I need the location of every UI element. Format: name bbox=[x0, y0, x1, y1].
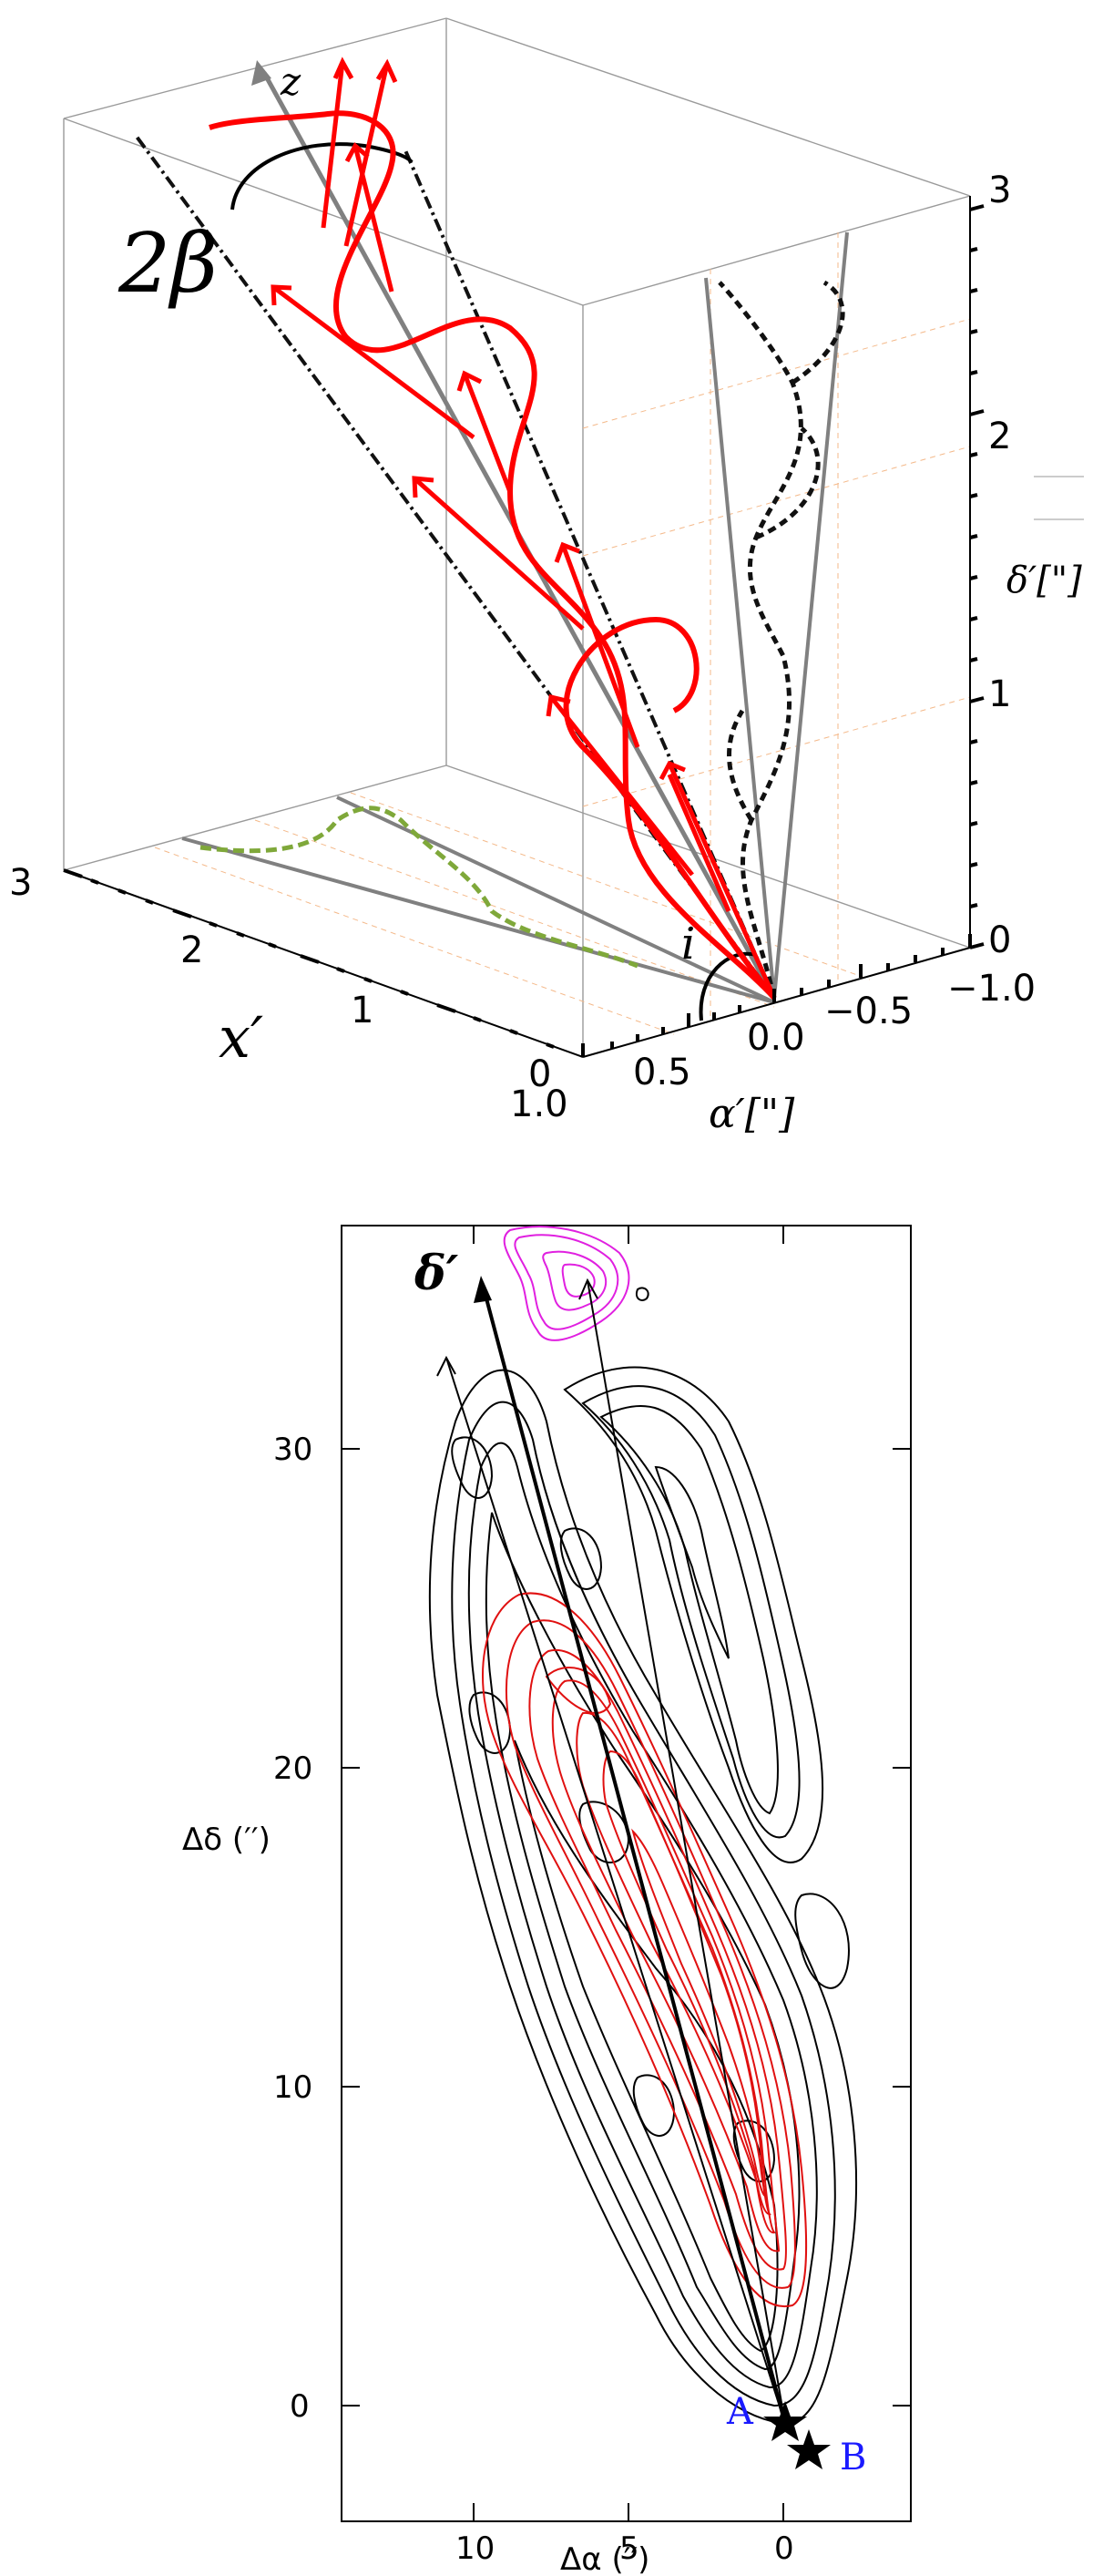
delta-axis-ticks bbox=[969, 196, 985, 949]
svg-text:0: 0 bbox=[528, 1053, 551, 1095]
red-contours bbox=[482, 1592, 808, 2308]
source-markers: A B bbox=[726, 2391, 866, 2479]
opening-angle-label: 2β bbox=[117, 216, 218, 312]
velocity-arrows bbox=[271, 56, 777, 1000]
x-axis-ticks bbox=[63, 868, 584, 1058]
axis-ticks bbox=[342, 1226, 911, 2521]
helical-jet-path bbox=[209, 110, 777, 1001]
delta-axis-tick-labels: 3 2 1 0 bbox=[988, 169, 1011, 961]
svg-text:0.5: 0.5 bbox=[633, 1052, 691, 1093]
svg-text:−0.5: −0.5 bbox=[824, 990, 913, 1032]
x-tick-labels: 10 5 0 bbox=[455, 2530, 794, 2567]
inclination-label: i bbox=[681, 919, 695, 970]
plot-frame bbox=[341, 1225, 912, 2522]
inclination-arc bbox=[699, 951, 757, 1021]
ground-projection bbox=[181, 795, 775, 1004]
svg-text:0: 0 bbox=[290, 2388, 310, 2425]
alpha-axis-tick-labels: 1.0 0.5 0.0 −0.5 −1.0 bbox=[510, 968, 1036, 1125]
z-axis-label: z bbox=[280, 59, 301, 104]
contour-map-figure: δ′ A B 30 20 10 0 10 5 0 Δδ (′′) Δα (′′) bbox=[182, 1225, 912, 2576]
wall-projection bbox=[704, 231, 849, 999]
y-tick-labels: 30 20 10 0 bbox=[273, 1432, 312, 2425]
svg-text:3: 3 bbox=[9, 862, 32, 904]
svg-text:2: 2 bbox=[988, 416, 1011, 457]
delta-prime-label: δ′ bbox=[414, 1246, 459, 1301]
svg-text:3: 3 bbox=[988, 169, 1011, 211]
delta-axis-stubs bbox=[1034, 476, 1084, 520]
svg-text:10: 10 bbox=[273, 2069, 312, 2106]
svg-text:1.0: 1.0 bbox=[510, 1083, 568, 1125]
source-b-star bbox=[787, 2429, 831, 2469]
source-a-star bbox=[763, 2401, 807, 2441]
svg-text:30: 30 bbox=[273, 1432, 312, 1468]
x-axis-label: x′ bbox=[219, 1004, 263, 1071]
helical-jet-path-inner bbox=[563, 616, 777, 1000]
source-a-label: A bbox=[726, 2391, 754, 2433]
alpha-axis-label: α′["] bbox=[709, 1091, 795, 1137]
svg-text:0.0: 0.0 bbox=[747, 1017, 805, 1059]
svg-text:0: 0 bbox=[774, 2530, 794, 2567]
svg-text:20: 20 bbox=[273, 1750, 312, 1787]
svg-text:2: 2 bbox=[180, 929, 203, 971]
delta-axis-label: δ′["] bbox=[1006, 559, 1082, 601]
z-axis bbox=[251, 60, 777, 1000]
magenta-contours bbox=[503, 1226, 649, 1341]
grid-lines bbox=[154, 232, 971, 1035]
svg-text:1: 1 bbox=[351, 990, 373, 1031]
x-axis-label: Δα (′′) bbox=[560, 2541, 649, 2576]
jet-geometry-3d-figure: z 2β i 3 2 1 0 x′ bbox=[9, 17, 1084, 1137]
jet-axis-arrows bbox=[436, 1276, 787, 2425]
y-axis-label: Δδ (′′) bbox=[182, 1822, 271, 1858]
source-b-label: B bbox=[840, 2437, 866, 2479]
svg-text:5: 5 bbox=[619, 2530, 639, 2567]
svg-text:1: 1 bbox=[988, 673, 1011, 715]
svg-text:−1.0: −1.0 bbox=[947, 968, 1036, 1010]
svg-text:10: 10 bbox=[455, 2530, 495, 2567]
x-axis-tick-labels: 3 2 1 0 bbox=[9, 862, 551, 1095]
svg-text:0: 0 bbox=[988, 919, 1011, 961]
alpha-axis-ticks bbox=[581, 934, 972, 1058]
